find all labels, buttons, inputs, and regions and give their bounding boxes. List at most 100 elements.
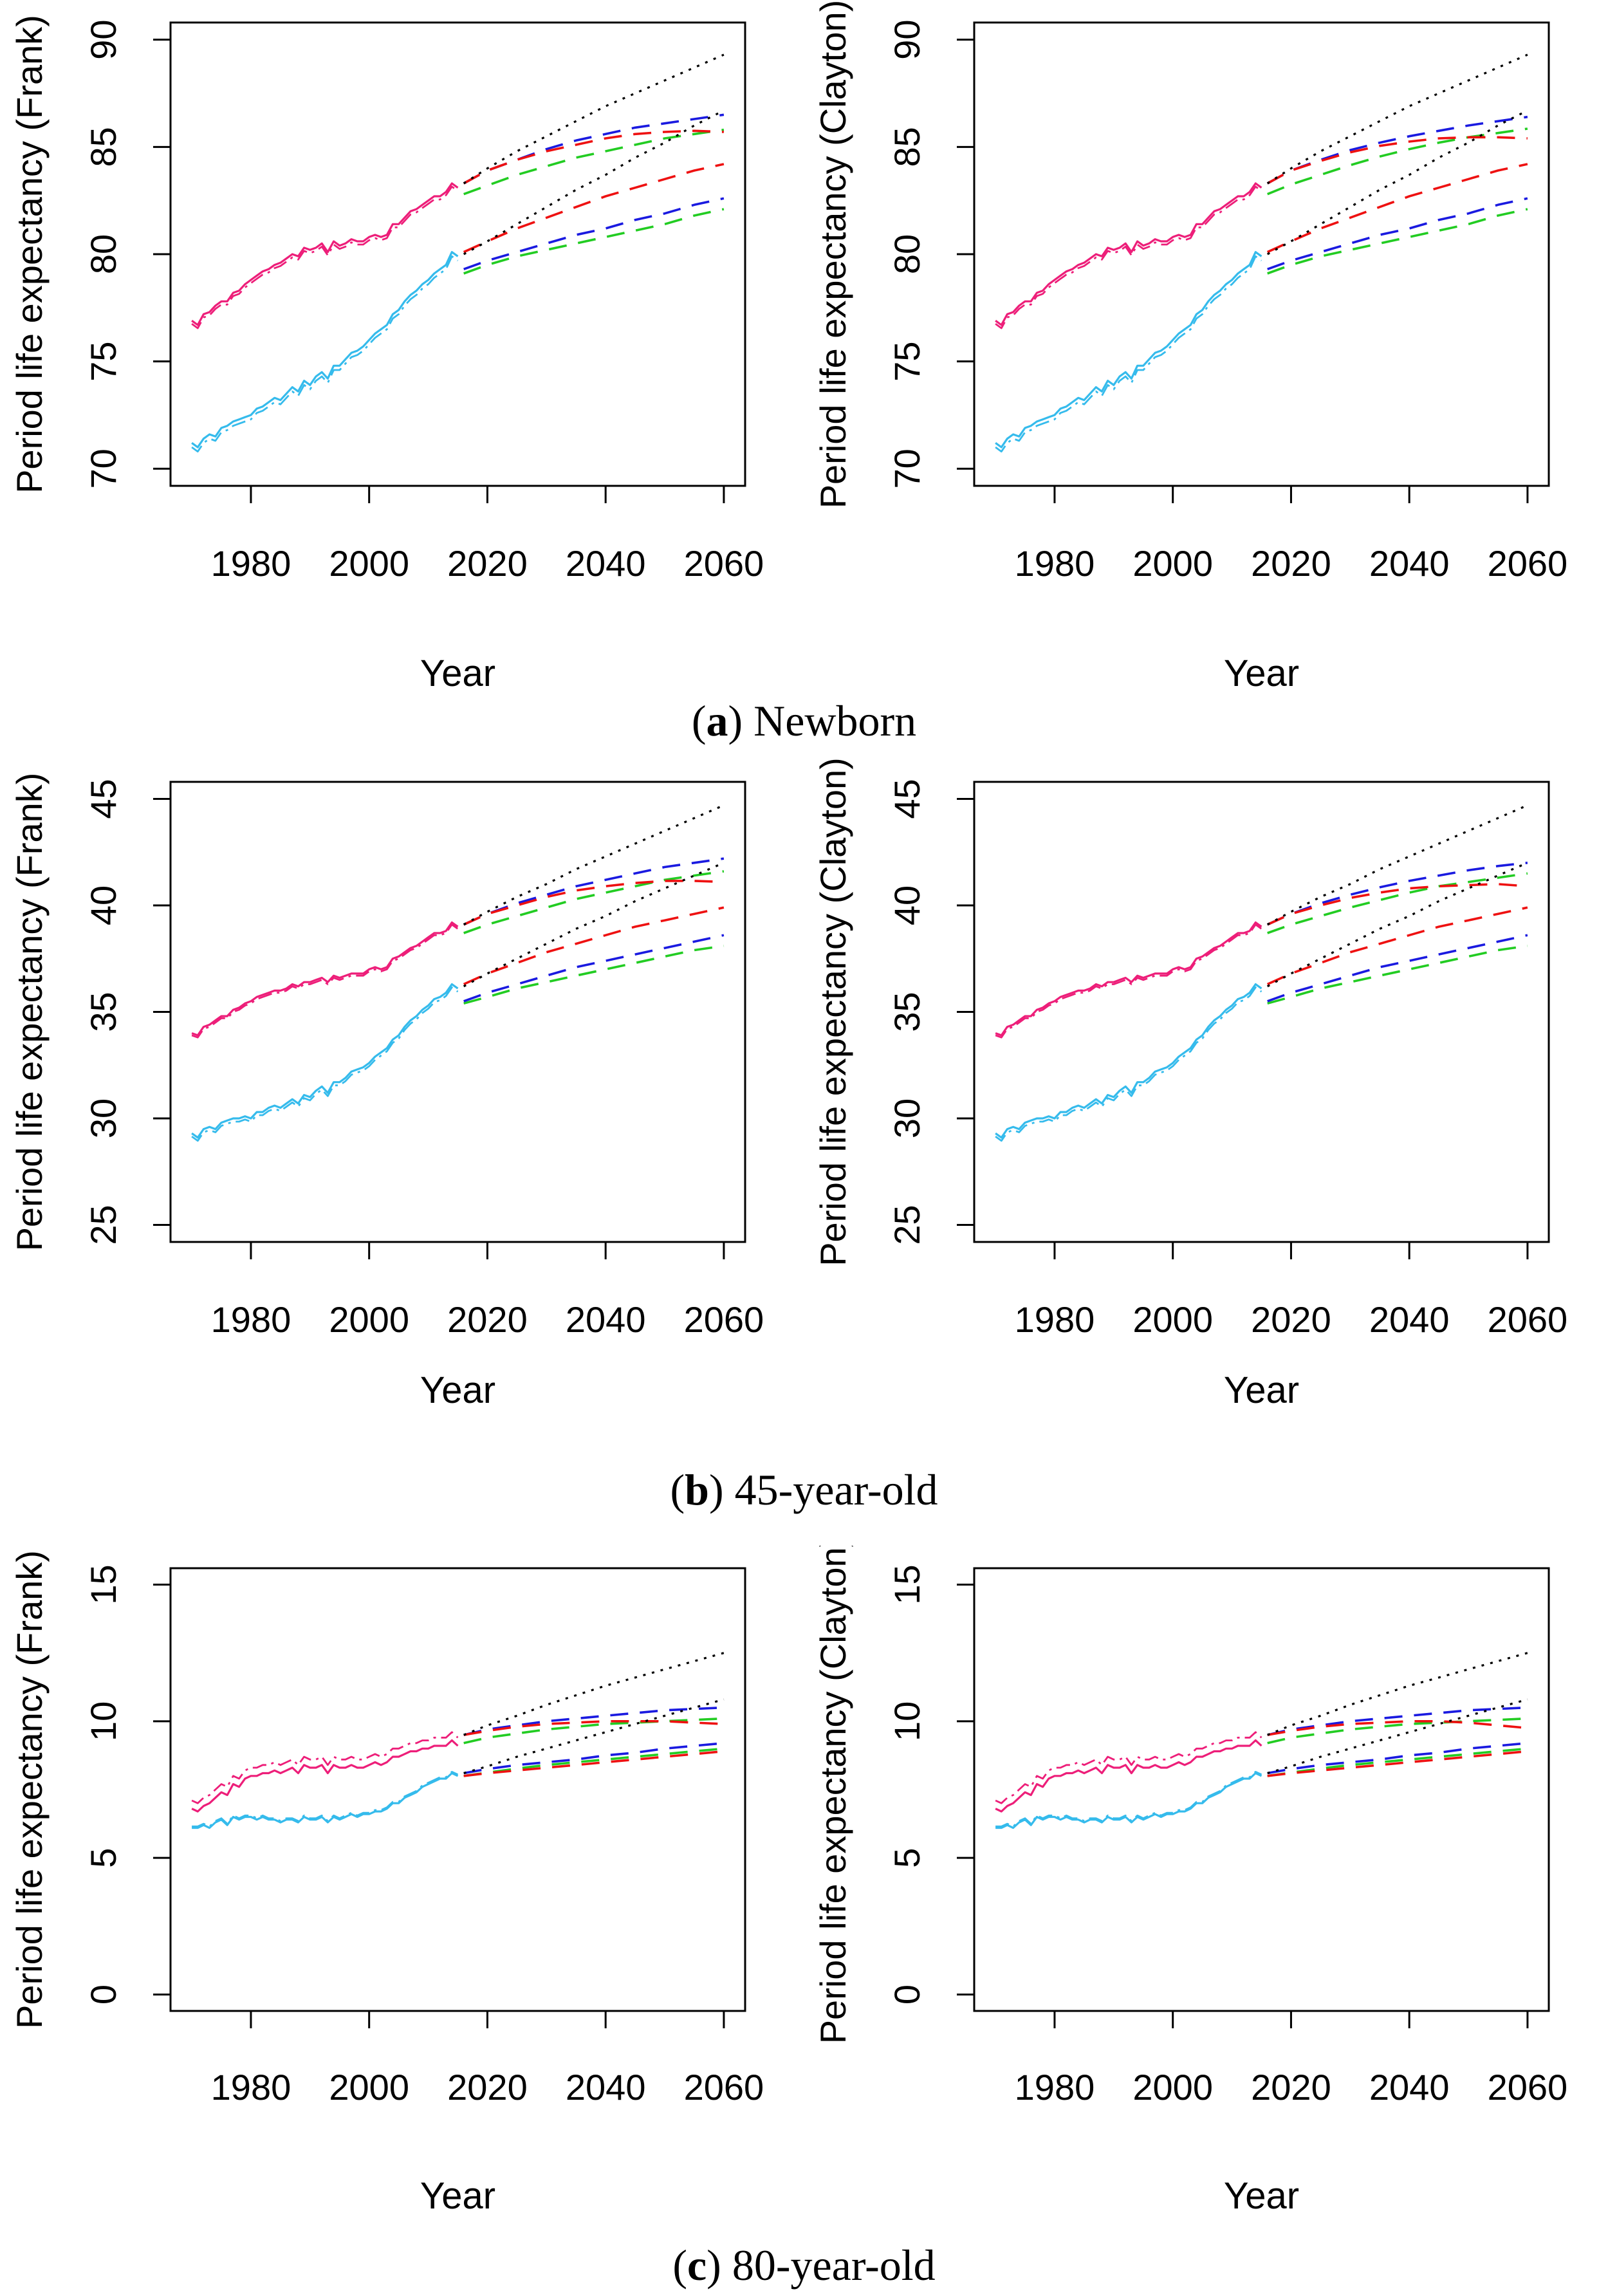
y-tick-label: 80 (83, 234, 124, 274)
series-female-proj-blue (463, 1706, 724, 1736)
x-axis-label: Year (1224, 2175, 1299, 2217)
y-axis-label: Period life expectancy (Clayton) (813, 0, 853, 508)
caption-text: Newborn (753, 696, 917, 745)
x-tick-label: 2060 (1488, 1299, 1568, 1340)
x-tick-label: 2040 (566, 2067, 646, 2107)
series-male-fitted (995, 1770, 1262, 1828)
series-male-fitted (995, 255, 1262, 453)
y-tick-label: 45 (887, 779, 927, 819)
series-male-proj-red (463, 1750, 725, 1777)
series-female-observed (191, 1739, 459, 1813)
caption-80yo: (c) 80-year-old (0, 2238, 1608, 2292)
series-female-proj-green (463, 870, 725, 934)
x-tick-label: 2060 (684, 2067, 764, 2107)
series-female-proj-black (463, 53, 725, 185)
x-axis-label: Year (1224, 653, 1299, 694)
series-female-proj-green (463, 128, 725, 196)
plot-box (973, 1567, 1550, 2012)
series-female-proj-red (1267, 1719, 1528, 1736)
series-male-fitted (192, 1770, 459, 1828)
caption-paren: ) (709, 1465, 735, 1514)
x-tick-label: 2020 (447, 1299, 528, 1340)
x-tick-label: 2000 (329, 1299, 409, 1340)
y-tick-label: 10 (83, 1701, 124, 1741)
caption-paren: ( (691, 696, 707, 745)
y-axis-label: Period life expectancy (Clayton) (813, 1546, 853, 2044)
series-male-proj-green (463, 1747, 725, 1777)
y-tick-label: 5 (887, 1848, 927, 1868)
chart-45yo-clayton: 1980 2000 2020 2040 2060 25 30 35 40 45 Period lif… (813, 759, 1568, 1411)
x-tick-label: 1980 (1015, 543, 1095, 584)
series-female-proj-blue (463, 113, 725, 185)
y-tick-label: 85 (887, 127, 927, 167)
series-male-proj-black (1266, 109, 1528, 255)
y-axis-label: Period life expectancy (Frank) (9, 15, 50, 494)
caption-text: 45-year-old (734, 1465, 938, 1514)
series-female-observed (995, 182, 1262, 326)
y-tick-label: 40 (83, 885, 124, 925)
series-female-proj-green (463, 1717, 724, 1745)
x-tick-label: 2040 (1369, 1299, 1450, 1340)
x-tick-label: 2060 (1488, 543, 1568, 584)
series-female-proj-red (463, 1719, 724, 1736)
x-tick-label: 2060 (684, 543, 764, 584)
plot-box (169, 1567, 746, 2012)
caption-newborn: (a) Newborn (0, 694, 1608, 748)
chart-newborn-frank: 1980 2000 2020 2040 2060 70 75 80 85 90 Period lif… (9, 15, 764, 694)
y-tick-label: 40 (887, 885, 927, 925)
series-female-observed (191, 182, 459, 326)
y-tick-label: 10 (887, 1701, 927, 1741)
series-female-observed (995, 1739, 1262, 1813)
series-male-proj-green (1267, 1747, 1528, 1777)
y-tick-label: 75 (887, 342, 927, 382)
caption-letter: a (706, 696, 728, 745)
series-female-proj-black (463, 804, 725, 926)
x-tick-label: 2000 (329, 543, 409, 584)
series-male-proj-blue (463, 934, 725, 1003)
series-female-observed (191, 921, 459, 1037)
x-tick-label: 1980 (211, 1299, 291, 1340)
series-female-proj-blue (463, 857, 725, 926)
caption-letter: c (687, 2241, 707, 2290)
series-female-fitted (191, 185, 459, 329)
series-female-proj-black (463, 1652, 725, 1736)
series-male-fitted (191, 986, 459, 1142)
series-male-proj-red (1266, 906, 1528, 986)
series-male-proj-green (463, 208, 725, 275)
caption-paren: ) (707, 2241, 732, 2290)
y-tick-label: 35 (83, 992, 124, 1032)
series-male-observed (995, 251, 1262, 449)
series-female-fitted (191, 923, 459, 1039)
series-female-observed (995, 921, 1262, 1037)
series-female-proj-black (1267, 1652, 1528, 1736)
chart-newborn-clayton: 1980 2000 2020 2040 2060 70 75 80 85 90 Period lif… (813, 0, 1568, 694)
y-tick-label: 75 (83, 342, 124, 382)
y-tick-label: 5 (83, 1848, 124, 1868)
caption-45yo: (b) 45-year-old (0, 1463, 1608, 1517)
series-male-observed (995, 1772, 1262, 1829)
chart-80yo-frank: 1980 2000 2020 2040 2060 0 5 10 15 Period life ex… (9, 1550, 764, 2217)
y-axis-label: Period life expectancy (Clayton) (813, 759, 853, 1266)
plot-box (169, 21, 746, 487)
series-male-proj-green (463, 945, 725, 1005)
x-tick-label: 1980 (1015, 1299, 1095, 1340)
x-tick-label: 2020 (447, 543, 528, 584)
y-tick-label: 70 (83, 449, 124, 488)
caption-paren: ( (670, 1465, 685, 1514)
y-tick-label: 90 (887, 20, 927, 60)
series-female-proj-green (1267, 872, 1528, 934)
plot-box (973, 781, 1550, 1243)
series-female-proj-green (1267, 127, 1528, 196)
series-female-proj-red (463, 129, 724, 185)
series-female-proj-black (1266, 53, 1528, 185)
series-female-fitted (995, 1731, 1262, 1804)
x-tick-label: 2020 (447, 2067, 528, 2107)
series-female-proj-green (1267, 1717, 1528, 1745)
y-tick-label: 30 (887, 1098, 927, 1138)
x-tick-label: 2040 (566, 543, 646, 584)
series-male-proj-black (463, 109, 725, 255)
x-tick-label: 2060 (684, 1299, 764, 1340)
x-tick-label: 1980 (1015, 2067, 1095, 2107)
caption-letter: b (685, 1465, 709, 1514)
x-axis-label: Year (1224, 1369, 1299, 1411)
